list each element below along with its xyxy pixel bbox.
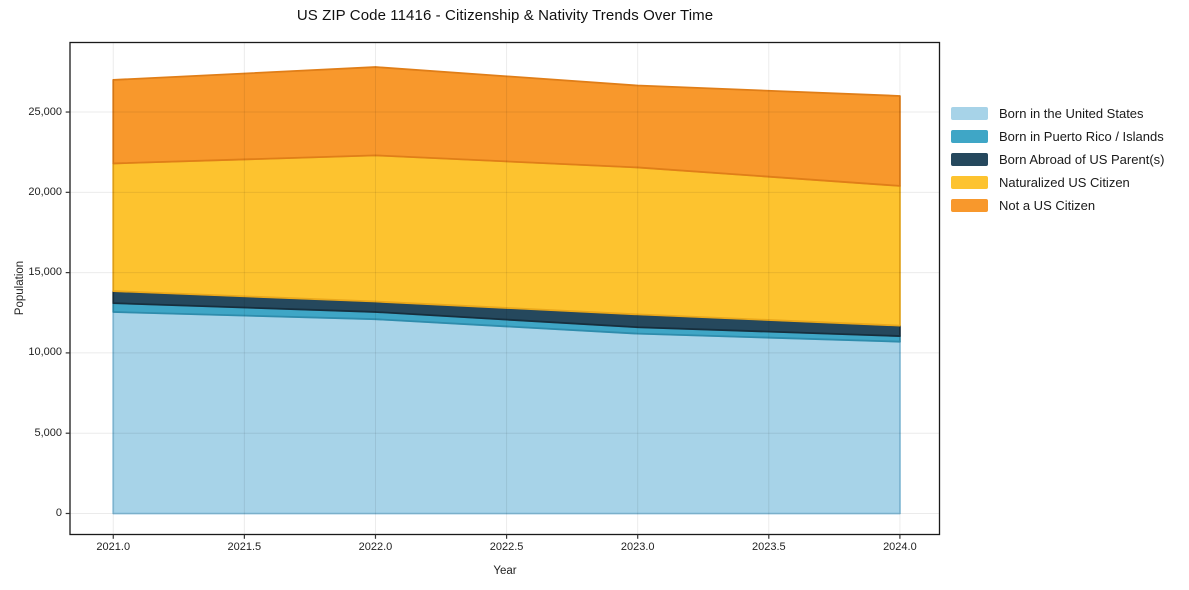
legend-item-not-a-us-citizen: Not a US Citizen [951,194,1164,217]
x-tick-label: 2022.0 [358,541,393,553]
x-tick-label: 2024.0 [883,541,917,553]
x-tick-label: 2023.5 [751,541,786,553]
x-axis-label: Year [493,565,517,577]
y-tick-label: 5,000 [34,426,62,439]
x-tick-label: 2021.0 [96,541,131,553]
legend-label: Born Abroad of US Parent(s) [999,152,1165,167]
plot-border [69,41,941,536]
y-tick-label: 20,000 [28,185,62,198]
legend-item-born-abroad-of-us-parent-s: Born Abroad of US Parent(s) [951,148,1164,171]
legend-swatch [951,199,988,212]
x-tick-label: 2023.0 [620,541,655,553]
legend-swatch [951,153,988,166]
chart-legend: Born in the United States Born in Puerto … [951,102,1164,217]
x-tick-label: 2022.5 [489,541,524,553]
y-tick-label: 15,000 [28,266,62,279]
legend-swatch [951,107,988,120]
legend-item-born-in-puerto-rico-islands: Born in Puerto Rico / Islands [951,125,1164,148]
y-axis-label: Population [14,260,26,316]
legend-label: Born in Puerto Rico / Islands [999,129,1164,144]
legend-label: Not a US Citizen [999,198,1096,213]
chart-title: US ZIP Code 11416 - Citizenship & Nativi… [296,7,714,24]
legend-swatch [951,130,988,143]
y-tick-label: 25,000 [28,105,62,118]
legend-label: Born in the United States [999,106,1144,121]
y-tick-label: 10,000 [28,346,62,359]
legend-item-born-in-the-united-states: Born in the United States [951,102,1164,125]
area-not-a-us-citizen [112,66,901,187]
y-tick-label: 0 [55,506,62,519]
legend-item-naturalized-us-citizen: Naturalized US Citizen [951,171,1164,194]
x-tick-label: 2021.5 [227,541,262,553]
legend-label: Naturalized US Citizen [999,175,1130,190]
legend-swatch [951,176,988,189]
